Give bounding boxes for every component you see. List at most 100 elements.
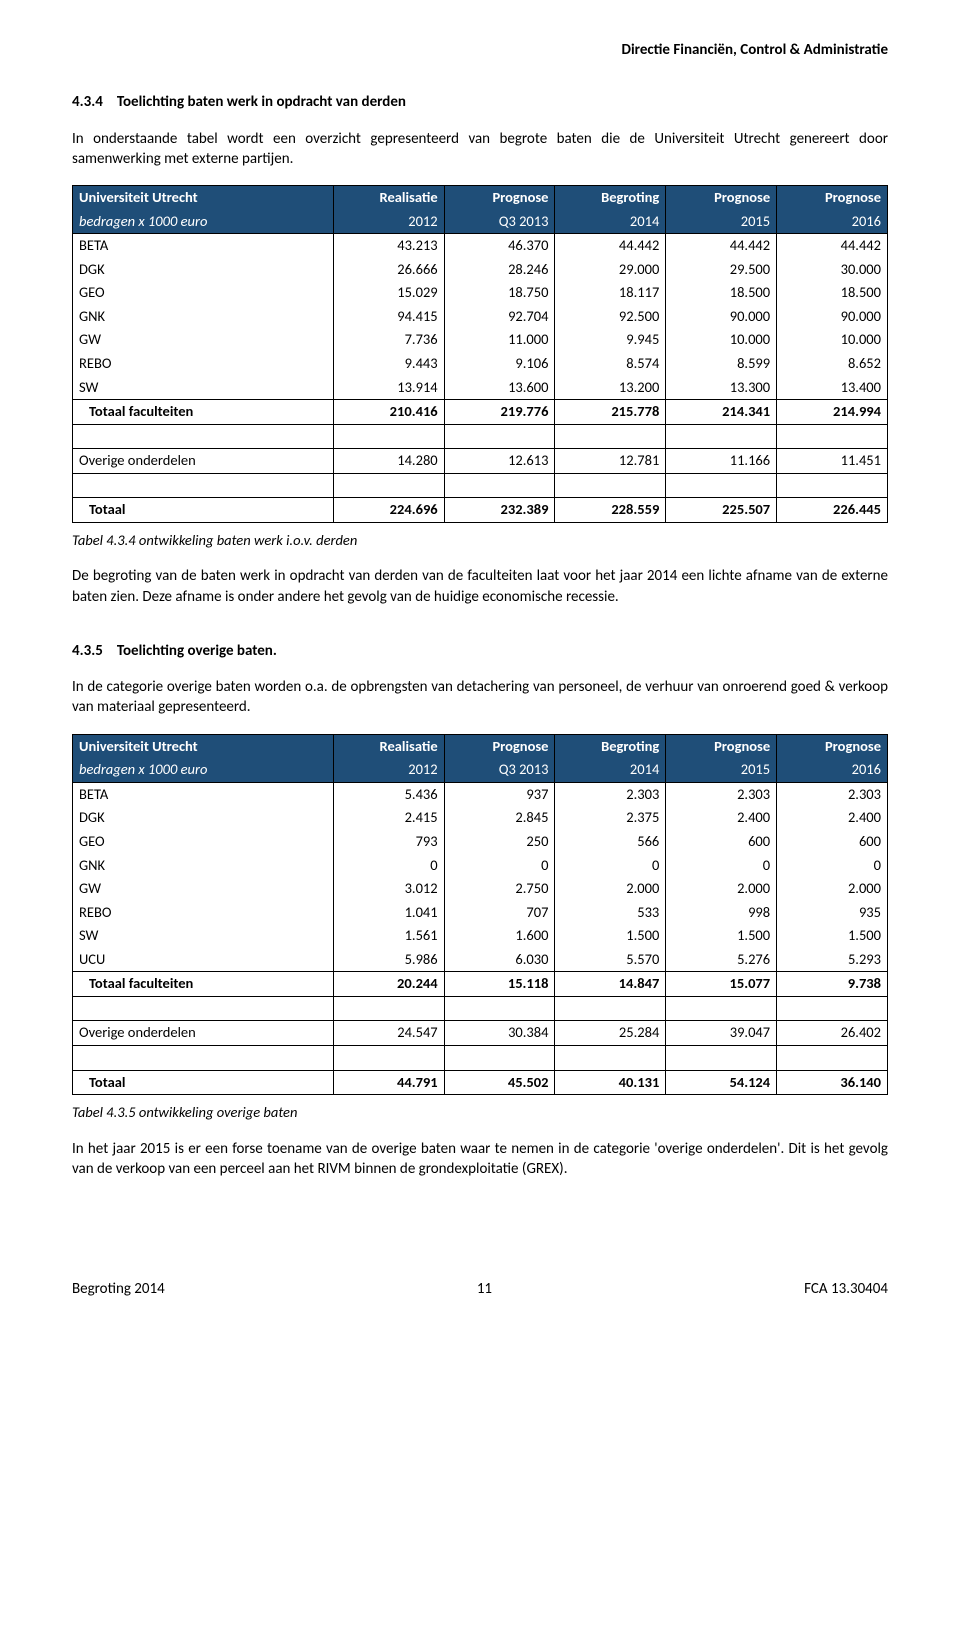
table-row: REBO1.041707533998935: [73, 901, 888, 925]
cell: 8.652: [777, 352, 888, 376]
cell: 2.845: [444, 806, 555, 830]
th: Prognose: [666, 186, 777, 210]
cell: 10.000: [777, 328, 888, 352]
cell: 219.776: [444, 400, 555, 425]
cell: 5.436: [333, 782, 444, 806]
table-row: REBO9.4439.1068.5748.5998.652: [73, 352, 888, 376]
cell: 2.750: [444, 877, 555, 901]
cell: Overige onderdelen: [73, 1021, 334, 1046]
spacer-row: [73, 473, 888, 498]
cell: 12.781: [555, 449, 666, 474]
cell: 3.012: [333, 877, 444, 901]
table-header-row: bedragen x 1000 euro 2012 Q3 2013 2014 2…: [73, 210, 888, 234]
cell: 566: [555, 830, 666, 854]
cell: 29.000: [555, 258, 666, 282]
cell: 15.077: [666, 972, 777, 997]
th: 2015: [666, 758, 777, 782]
cell: Totaal: [73, 1070, 334, 1095]
cell: [666, 473, 777, 498]
cell: DGK: [73, 258, 334, 282]
cell: 215.778: [555, 400, 666, 425]
cell: 0: [666, 854, 777, 878]
cell: 225.507: [666, 498, 777, 523]
total-row: Totaal44.79145.50240.13154.12436.140: [73, 1070, 888, 1095]
section-434-para: De begroting van de baten werk in opdrac…: [72, 566, 888, 607]
cell: [555, 1046, 666, 1071]
table-row: GEO793250566600600: [73, 830, 888, 854]
cell: [666, 996, 777, 1021]
cell: 15.118: [444, 972, 555, 997]
cell: [555, 473, 666, 498]
cell: 92.500: [555, 305, 666, 329]
section-435-title: Toelichting overige baten.: [117, 642, 277, 660]
cell: 18.500: [777, 281, 888, 305]
cell: [333, 1046, 444, 1071]
cell: 18.500: [666, 281, 777, 305]
section-435-heading: 4.3.5Toelichting overige baten.: [72, 641, 888, 661]
cell: GNK: [73, 305, 334, 329]
table-434-caption: Tabel 4.3.4 ontwikkeling baten werk i.o.…: [72, 531, 888, 551]
cell: 0: [555, 854, 666, 878]
cell: 11.000: [444, 328, 555, 352]
cell: GNK: [73, 854, 334, 878]
cell: 1.500: [555, 924, 666, 948]
cell: 228.559: [555, 498, 666, 523]
cell: 2.303: [555, 782, 666, 806]
cell: 7.736: [333, 328, 444, 352]
cell: 2.303: [777, 782, 888, 806]
cell: 232.389: [444, 498, 555, 523]
cell: [777, 996, 888, 1021]
th: Realisatie: [333, 186, 444, 210]
th: Q3 2013: [444, 210, 555, 234]
cell: [666, 424, 777, 449]
table-435: Universiteit Utrecht Realisatie Prognose…: [72, 734, 888, 1095]
table-row: BETA5.4369372.3032.3032.303: [73, 782, 888, 806]
cell: [777, 473, 888, 498]
cell: 13.600: [444, 376, 555, 400]
cell: DGK: [73, 806, 334, 830]
cell: 226.445: [777, 498, 888, 523]
cell: 44.442: [666, 234, 777, 258]
cell: 13.300: [666, 376, 777, 400]
cell: 707: [444, 901, 555, 925]
cell: GEO: [73, 830, 334, 854]
cell: [333, 473, 444, 498]
cell: BETA: [73, 782, 334, 806]
cell: [73, 996, 334, 1021]
cell: 2.000: [777, 877, 888, 901]
cell: Totaal faculteiten: [73, 972, 334, 997]
cell: 2.375: [555, 806, 666, 830]
cell: BETA: [73, 234, 334, 258]
cell: 9.738: [777, 972, 888, 997]
th: bedragen x 1000 euro: [73, 758, 334, 782]
spacer-row: [73, 424, 888, 449]
cell: [777, 1046, 888, 1071]
footer-left: Begroting 2014: [72, 1279, 165, 1299]
cell: 0: [777, 854, 888, 878]
cell: 44.442: [555, 234, 666, 258]
cell: 12.613: [444, 449, 555, 474]
cell: 13.400: [777, 376, 888, 400]
cell: [555, 424, 666, 449]
table-row: GEO15.02918.75018.11718.50018.500: [73, 281, 888, 305]
th: Universiteit Utrecht: [73, 734, 334, 758]
cell: 793: [333, 830, 444, 854]
cell: 39.047: [666, 1021, 777, 1046]
th: Begroting: [555, 734, 666, 758]
cell: 94.415: [333, 305, 444, 329]
cell: 13.200: [555, 376, 666, 400]
cell: 1.561: [333, 924, 444, 948]
cell: 214.994: [777, 400, 888, 425]
cell: [666, 1046, 777, 1071]
cell: 43.213: [333, 234, 444, 258]
cell: 11.166: [666, 449, 777, 474]
th: Begroting: [555, 186, 666, 210]
cell: 6.030: [444, 948, 555, 972]
cell: 14.847: [555, 972, 666, 997]
table-row: DGK2.4152.8452.3752.4002.400: [73, 806, 888, 830]
cell: 18.117: [555, 281, 666, 305]
cell: 44.791: [333, 1070, 444, 1095]
cell: 2.000: [666, 877, 777, 901]
cell: 36.140: [777, 1070, 888, 1095]
section-434-heading: 4.3.4Toelichting baten werk in opdracht …: [72, 92, 888, 112]
